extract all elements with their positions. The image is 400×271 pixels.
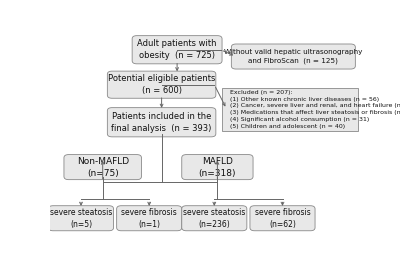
Text: severe fibrosis
(n=1): severe fibrosis (n=1) — [121, 208, 177, 229]
FancyBboxPatch shape — [64, 154, 142, 180]
Text: Patients included in the
final analysis  (n = 393): Patients included in the final analysis … — [112, 112, 212, 133]
FancyBboxPatch shape — [250, 206, 315, 231]
FancyBboxPatch shape — [231, 44, 355, 69]
Text: severe fibrosis
(n=62): severe fibrosis (n=62) — [255, 208, 310, 229]
Text: Potential eligible patients
(n = 600): Potential eligible patients (n = 600) — [108, 74, 215, 95]
Text: MAFLD
(n=318): MAFLD (n=318) — [199, 157, 236, 178]
Text: severe steatosis
(n=5): severe steatosis (n=5) — [50, 208, 112, 229]
FancyBboxPatch shape — [107, 71, 216, 98]
FancyBboxPatch shape — [107, 108, 216, 137]
Text: Excluded (n = 207):
(1) Other known chronic liver diseases (n = 56)
(2) Cancer, : Excluded (n = 207): (1) Other known chro… — [230, 90, 400, 129]
FancyBboxPatch shape — [182, 154, 253, 180]
FancyBboxPatch shape — [117, 206, 182, 231]
Text: severe steatosis
(n=236): severe steatosis (n=236) — [183, 208, 246, 229]
FancyBboxPatch shape — [222, 88, 358, 131]
FancyBboxPatch shape — [132, 36, 222, 64]
Text: Non-MAFLD
(n=75): Non-MAFLD (n=75) — [77, 157, 129, 178]
Text: Without valid hepatic ultrasonography
and FibroScan  (n = 125): Without valid hepatic ultrasonography an… — [224, 49, 362, 64]
FancyBboxPatch shape — [48, 206, 114, 231]
FancyBboxPatch shape — [182, 206, 247, 231]
Text: Adult patients with
obesity  (n = 725): Adult patients with obesity (n = 725) — [137, 39, 217, 60]
